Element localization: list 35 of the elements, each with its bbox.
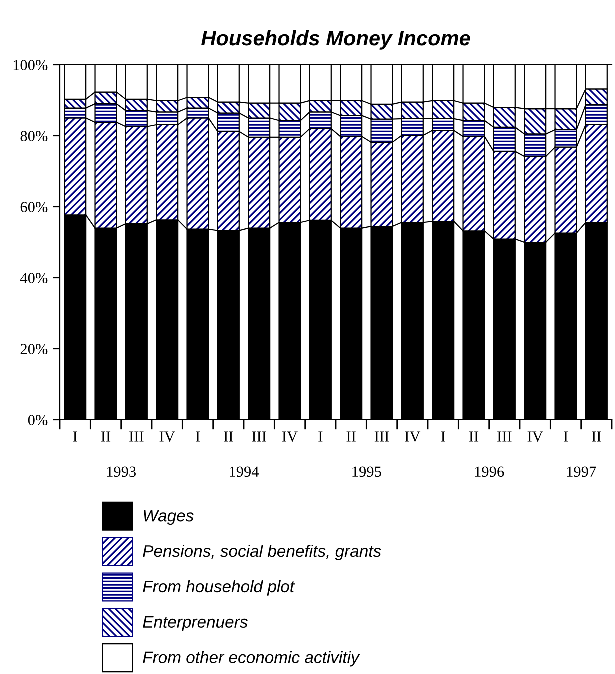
text: 1997 bbox=[567, 466, 596, 478]
x-tick-label: I bbox=[441, 432, 446, 442]
legend-label: From other economic activitiy bbox=[143, 651, 360, 667]
x-tick-label: IV bbox=[405, 432, 421, 442]
y-tick-label: 40% bbox=[20, 273, 48, 284]
x-tick-label: II bbox=[224, 432, 234, 442]
x-tick-label: II bbox=[592, 432, 602, 442]
y-tick-label: 80% bbox=[20, 131, 48, 142]
x-tick-label: I bbox=[196, 432, 200, 442]
legend-label: Pensions, social benefits, grants bbox=[143, 544, 382, 560]
y-tick-label: 60% bbox=[20, 202, 48, 212]
x-tick-label: II bbox=[469, 432, 479, 442]
x-tick-label: I bbox=[318, 432, 323, 442]
x-tick-label: I bbox=[564, 432, 568, 442]
x-tick-label: III bbox=[498, 432, 512, 442]
x-tick-label: III bbox=[374, 432, 390, 442]
legend-label: Wages bbox=[144, 510, 194, 526]
x-tick-label: II bbox=[101, 432, 111, 442]
text: 1996 bbox=[475, 466, 504, 478]
x-tick-label: III bbox=[252, 432, 266, 442]
x-tick-label: IV bbox=[160, 432, 176, 442]
chart-title: Households Money Income bbox=[202, 30, 470, 50]
x-tick-label: II bbox=[346, 432, 356, 442]
legend-label: Enterprenuers bbox=[143, 616, 248, 632]
x-tick-label: I bbox=[73, 432, 78, 442]
text: 1995 bbox=[352, 466, 382, 478]
x-tick-label: IV bbox=[282, 432, 298, 442]
x-tick-label: III bbox=[130, 432, 144, 442]
y-tick-label: 100% bbox=[14, 60, 48, 70]
text: 1993 bbox=[107, 466, 136, 478]
legend-label: From household plot bbox=[143, 580, 296, 596]
y-tick-label: 20% bbox=[20, 344, 48, 354]
text: 1994 bbox=[230, 466, 260, 478]
x-tick-label: IV bbox=[528, 432, 544, 442]
y-tick-label: 0% bbox=[28, 415, 48, 426]
